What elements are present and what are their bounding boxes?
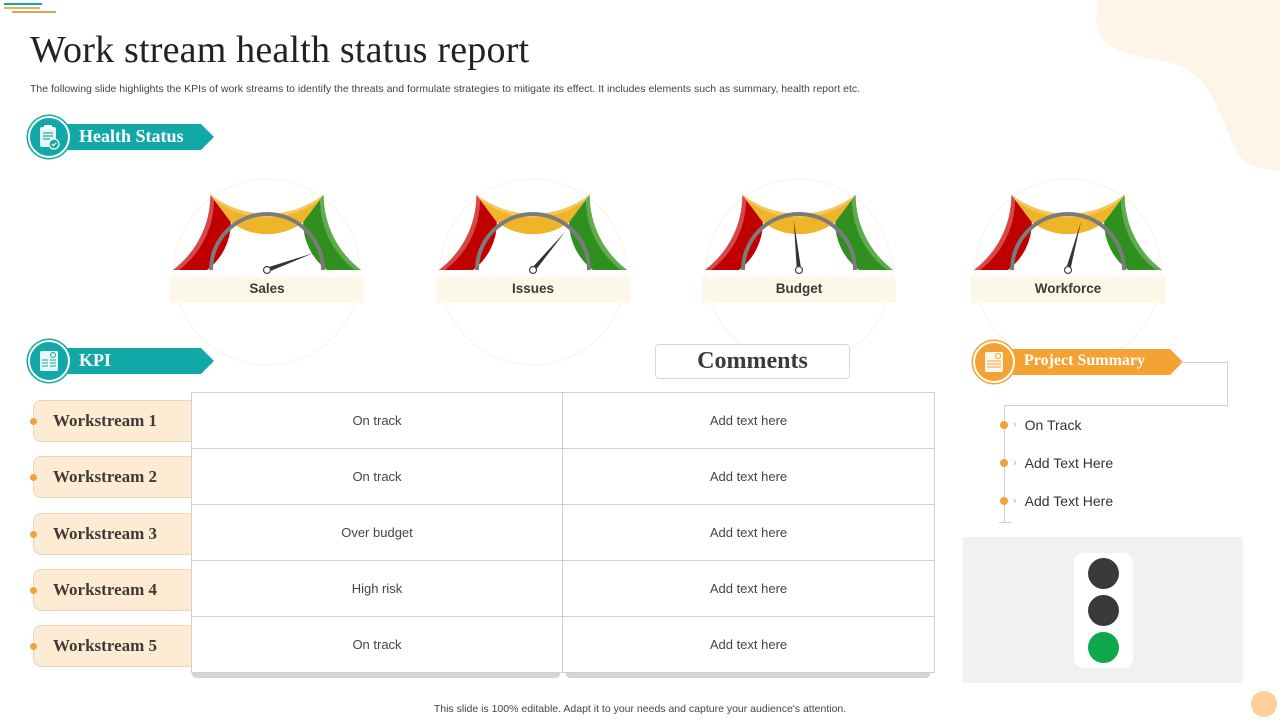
- traffic-light-off-lamp: [1088, 558, 1119, 589]
- traffic-light-off-lamp: [1088, 595, 1119, 626]
- gauge-budget: Budget: [702, 172, 902, 372]
- summary-item: › Add Text Here: [1000, 491, 1113, 511]
- table-row: On track Add text here: [192, 449, 934, 505]
- table-row: On track Add text here: [192, 393, 934, 449]
- workstream-tab-3: Workstream 3: [30, 513, 203, 555]
- page-subtitle: The following slide highlights the KPIs …: [30, 83, 861, 95]
- report-icon: [973, 341, 1015, 383]
- comments-header: Comments: [655, 344, 850, 379]
- gauge-sales: Sales: [170, 172, 370, 372]
- footer-note: This slide is 100% editable. Adapt it to…: [433, 703, 847, 715]
- summary-connector: [1180, 362, 1228, 406]
- comment-cell: Add text here: [709, 581, 788, 596]
- traffic-light-green-lamp: [1088, 632, 1119, 663]
- status-cell: On track: [192, 617, 563, 673]
- chevron-right-icon: ›: [1013, 419, 1017, 431]
- status-cell: On track: [192, 393, 563, 449]
- health-status-label: Health Status: [79, 126, 184, 146]
- summary-item-text: Add Text Here: [1024, 493, 1114, 509]
- table-row: On track Add text here: [192, 617, 934, 673]
- chevron-right-icon: ›: [1013, 495, 1017, 507]
- workstream-tab-5: Workstream 5: [30, 625, 203, 667]
- table-row: High risk Add text here: [192, 561, 934, 617]
- bullet-dot: [1000, 421, 1008, 429]
- summary-line-end: [999, 522, 1011, 523]
- document-icon: [28, 340, 70, 382]
- decorative-dot: [1251, 691, 1277, 717]
- bullet-dot: [30, 531, 37, 538]
- bullet-dot: [30, 474, 37, 481]
- gauge-workforce: Workforce: [971, 172, 1171, 372]
- table-shadow-right: [566, 673, 930, 678]
- gauge-label: Sales: [170, 277, 364, 303]
- project-summary-banner: Project Summary: [973, 341, 1188, 383]
- summary-item-text: Add Text Here: [1024, 455, 1114, 471]
- summary-item: › Add Text Here: [1000, 453, 1113, 473]
- comment-cell: Add text here: [709, 469, 788, 484]
- kpi-banner: KPI: [28, 340, 218, 382]
- project-summary-label: Project Summary: [1024, 352, 1145, 369]
- workstream-tab-1: Workstream 1: [30, 400, 203, 442]
- workstream-label: Workstream 3: [53, 524, 158, 543]
- summary-item-text: On Track: [1024, 417, 1082, 433]
- status-cell: On track: [192, 449, 563, 505]
- gauge-label: Budget: [702, 277, 896, 303]
- bullet-dot: [30, 643, 37, 650]
- clipboard-check-icon: [28, 116, 70, 158]
- comment-cell: Add text here: [709, 637, 788, 652]
- bullet-dot: [1000, 497, 1008, 505]
- workstream-label: Workstream 2: [53, 467, 158, 486]
- bullet-dot: [30, 418, 37, 425]
- workstream-label: Workstream 1: [53, 411, 158, 430]
- bullet-dot: [30, 587, 37, 594]
- workstream-tab-2: Workstream 2: [30, 456, 203, 498]
- table-row: Over budget Add text here: [192, 505, 934, 561]
- table-shadow-left: [192, 673, 560, 678]
- workstream-label: Workstream 5: [53, 636, 158, 655]
- summary-connector-down: [1004, 405, 1181, 406]
- gauge-label: Issues: [436, 277, 630, 303]
- status-cell: High risk: [192, 561, 563, 617]
- kpi-label: KPI: [79, 350, 112, 370]
- health-status-banner: Health Status: [28, 116, 218, 158]
- bullet-dot: [1000, 459, 1008, 467]
- kpi-table: On track Add text here On track Add text …: [191, 392, 935, 673]
- chevron-right-icon: ›: [1013, 457, 1017, 469]
- page-title: Work stream health status report: [30, 29, 530, 71]
- gauge-issues: Issues: [436, 172, 636, 372]
- gauge-label: Workforce: [971, 277, 1165, 303]
- workstream-label: Workstream 4: [53, 580, 158, 599]
- summary-item: › On Track: [1000, 415, 1081, 435]
- status-cell: Over budget: [192, 505, 563, 561]
- comment-cell: Add text here: [709, 525, 788, 540]
- comment-cell: Add text here: [709, 413, 788, 428]
- workstream-tab-4: Workstream 4: [30, 569, 203, 611]
- decorative-blob: [1096, 0, 1280, 170]
